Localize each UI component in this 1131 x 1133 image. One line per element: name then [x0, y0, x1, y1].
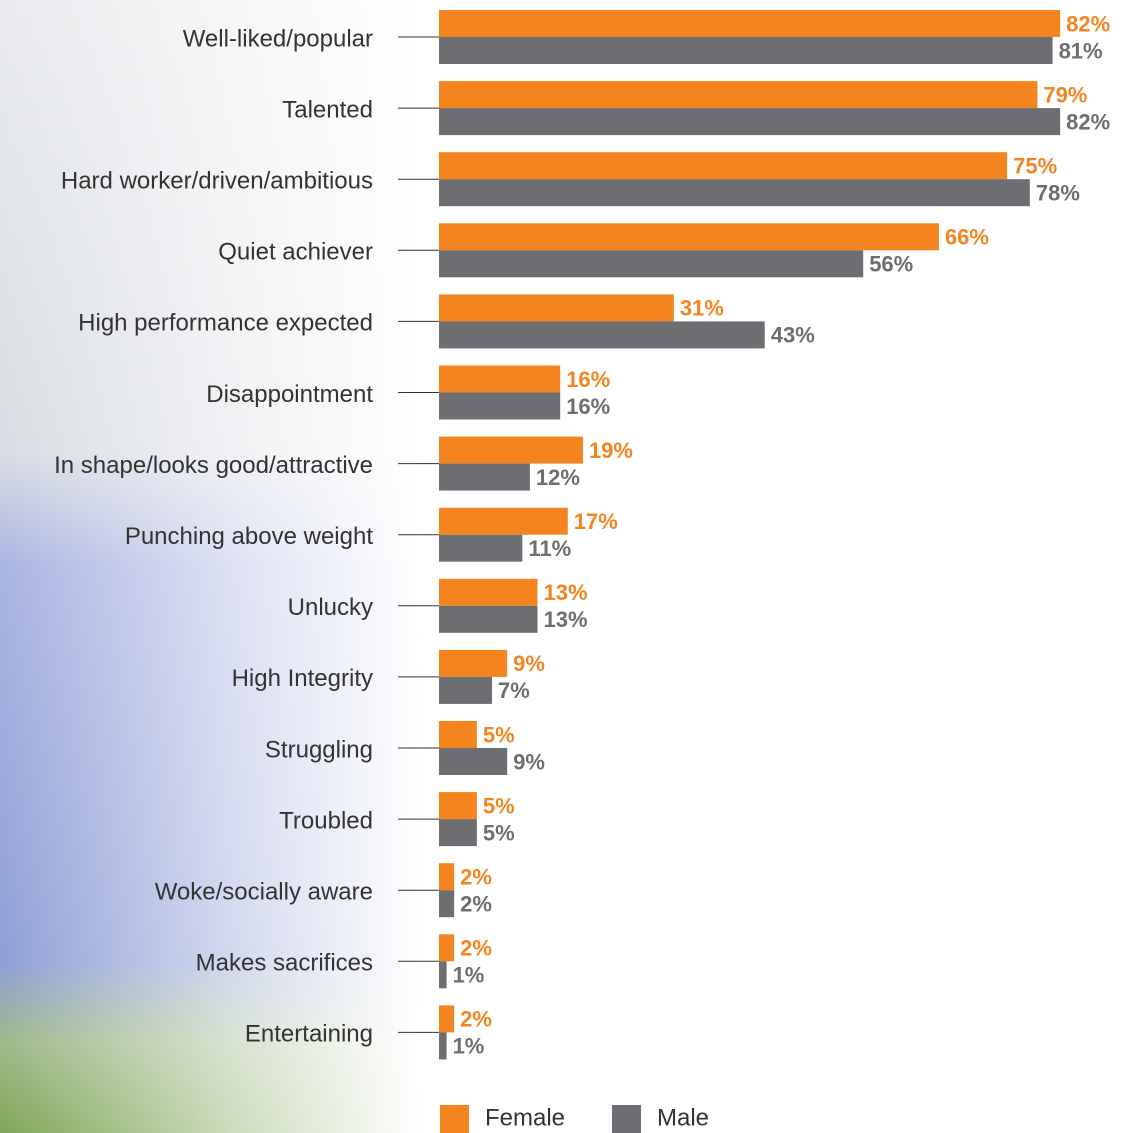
value-label: 78% [1036, 181, 1080, 206]
bar [439, 10, 1061, 37]
bar [439, 748, 508, 775]
bar [439, 365, 561, 393]
value-label: 56% [869, 252, 913, 277]
value-label: 19% [589, 438, 633, 463]
bar [439, 961, 447, 989]
bar [439, 934, 455, 962]
bar [439, 152, 1008, 180]
legend-label: Male [657, 1104, 709, 1131]
value-label: 9% [513, 651, 545, 676]
value-label: 5% [483, 793, 515, 818]
value-label: 13% [543, 607, 587, 632]
bar [439, 792, 477, 820]
category-label: Struggling [265, 736, 373, 763]
value-label: 31% [680, 296, 724, 321]
value-label: 7% [498, 678, 530, 703]
category-label: High Integrity [232, 665, 373, 692]
bar [439, 890, 455, 918]
value-label: 79% [1043, 82, 1087, 107]
value-label: 75% [1013, 154, 1057, 179]
category-label: Entertaining [245, 1021, 373, 1048]
bar [439, 1005, 455, 1033]
value-label: 1% [453, 1034, 485, 1059]
value-label: 5% [483, 820, 515, 845]
bar [439, 250, 864, 278]
bar [439, 179, 1030, 207]
legend-swatch [612, 1105, 641, 1133]
bar [439, 863, 455, 891]
bar [439, 81, 1038, 109]
value-label: 16% [566, 394, 610, 419]
value-label: 13% [543, 580, 587, 605]
value-label: 12% [536, 465, 580, 490]
value-label: 16% [566, 367, 610, 392]
value-label: 9% [513, 749, 545, 774]
value-label: 2% [460, 936, 492, 961]
bar [439, 463, 530, 491]
background-fade [0, 0, 420, 1133]
value-label: 2% [460, 1007, 492, 1032]
bar [439, 721, 477, 748]
bar [439, 37, 1053, 64]
value-label: 43% [771, 323, 815, 348]
bar [439, 507, 568, 535]
value-label: 2% [460, 865, 492, 890]
category-label: High performance expected [78, 310, 373, 337]
plot: Well-liked/popular82%81%Talented79%82%Ha… [54, 10, 1110, 1133]
bar [439, 223, 939, 251]
value-label: 82% [1066, 11, 1110, 36]
value-label: 66% [945, 225, 989, 250]
category-label: Quiet achiever [218, 239, 373, 266]
value-label: 81% [1059, 38, 1103, 63]
category-label: Troubled [279, 807, 373, 834]
bar [439, 321, 765, 349]
category-label: In shape/looks good/attractive [54, 452, 373, 479]
value-label: 82% [1066, 109, 1110, 134]
category-label: Unlucky [288, 594, 373, 621]
value-label: 17% [574, 509, 618, 534]
bar [439, 436, 583, 464]
category-label: Woke/socially aware [155, 879, 373, 906]
bar [439, 605, 538, 633]
bar [439, 649, 508, 677]
bar [439, 294, 674, 322]
category-label: Hard worker/driven/ambitious [61, 168, 373, 195]
bar [439, 392, 561, 420]
bar [439, 676, 493, 704]
legend-label: Female [485, 1104, 565, 1131]
value-label: 1% [453, 963, 485, 988]
category-label: Punching above weight [125, 523, 374, 550]
category-label: Disappointment [206, 381, 373, 408]
category-label: Well-liked/popular [183, 25, 373, 52]
category-label: Makes sacrifices [196, 950, 373, 977]
bar [439, 534, 523, 562]
bar [439, 108, 1061, 136]
bar [439, 819, 477, 847]
value-label: 2% [460, 892, 492, 917]
category-label: Talented [282, 96, 373, 123]
bar [439, 1032, 447, 1060]
value-label: 11% [528, 536, 571, 561]
legend-swatch [440, 1105, 469, 1133]
value-label: 5% [483, 722, 515, 747]
bar [439, 578, 538, 606]
